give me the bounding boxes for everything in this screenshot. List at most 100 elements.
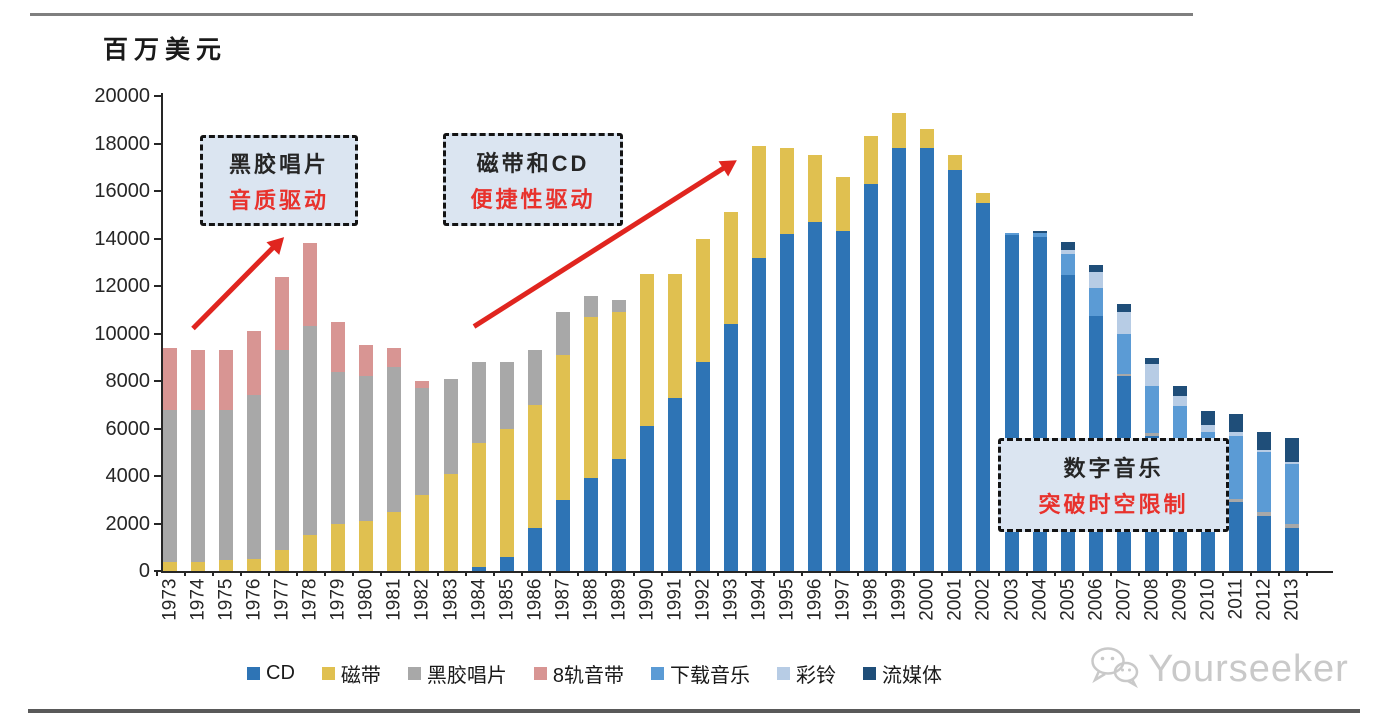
x-axis-tick (1278, 571, 1280, 576)
bar-segment-CD-1999 (892, 148, 907, 571)
y-axis-tick-label: 12000 (94, 275, 150, 297)
callout-vinyl-title: 黑胶唱片 (228, 151, 329, 177)
x-axis-tick (801, 571, 804, 576)
bar-segment-CD-1994 (752, 257, 767, 571)
x-axis-year-label: 2013 (1281, 578, 1303, 621)
y-axis-tick-label: 2000 (105, 512, 151, 535)
callout-cassette-cd-era: 磁带和CD 便捷性驱动 (443, 133, 623, 226)
bar-segment-CD-2002 (976, 202, 991, 571)
legend-label-流媒体: 流媒体 (882, 665, 943, 687)
top-divider (30, 13, 1193, 16)
x-axis-year-label: 2000 (916, 578, 938, 621)
x-axis-year-label: 2001 (944, 578, 966, 621)
bar-segment-下载音乐-2008 (1144, 385, 1159, 434)
x-axis-year-label: 1998 (860, 578, 882, 621)
y-axis-tick (154, 237, 162, 240)
x-axis-year-label: 2010 (1197, 578, 1219, 621)
bar-segment-下载音乐-2004 (1032, 232, 1047, 238)
bar-segment-彩铃-2007 (1116, 312, 1131, 334)
bar-segment-流媒体-2010 (1200, 410, 1215, 425)
x-axis-year-label: 1980 (355, 578, 377, 621)
bar-segment-CD-1988 (583, 478, 598, 571)
x-axis-year-label: 1982 (411, 578, 433, 621)
y-axis-tick (154, 380, 162, 382)
x-axis-tick (184, 571, 187, 576)
x-axis-tick (885, 571, 888, 576)
bar-segment-磁带-1992 (695, 238, 710, 362)
x-axis-year-label: 1978 (299, 578, 321, 621)
x-axis-tick (660, 571, 663, 576)
legend-swatch-黑胶唱片 (407, 667, 421, 680)
x-axis-year-label: 2005 (1057, 578, 1079, 621)
bar-segment-磁带-1975 (219, 560, 234, 571)
bar-segment-磁带-1974 (191, 561, 206, 571)
bar-segment-黑胶唱片-1986 (527, 350, 542, 405)
bar-segment-8轨音带-1980 (359, 345, 374, 377)
x-axis-tick (492, 571, 495, 576)
bar-segment-8轨音带-1982 (415, 381, 430, 389)
bar-segment-磁带-1994 (752, 145, 767, 258)
bar-segment-黑胶唱片-1980 (359, 376, 374, 522)
x-axis-tick (857, 571, 860, 576)
bar-segment-磁带-1995 (780, 148, 795, 234)
y-axis-tick-label: 0 (138, 560, 150, 582)
legend-label-下载音乐: 下载音乐 (670, 665, 751, 687)
x-axis-tick (1025, 571, 1028, 576)
bar-segment-磁带-1977 (275, 549, 290, 571)
x-axis-year-label: 1973 (159, 578, 181, 621)
x-axis-tick (576, 571, 579, 576)
x-axis-tick (717, 571, 719, 576)
y-axis-tick (154, 332, 162, 335)
x-axis-tick (548, 571, 551, 576)
x-axis-year-label: 2003 (1001, 578, 1022, 621)
bar-segment-黑胶唱片-1984 (471, 362, 486, 443)
x-axis-year-label: 2008 (1141, 578, 1163, 621)
x-axis-tick (604, 571, 607, 576)
bar-segment-磁带-1991 (667, 274, 682, 398)
bar-segment-CD-1997 (836, 231, 851, 571)
y-axis-tick-label: 10000 (94, 322, 150, 345)
x-axis-year-label: 2007 (1113, 578, 1135, 621)
bar-segment-彩铃-2012 (1256, 449, 1271, 453)
x-axis-year-label: 2012 (1253, 578, 1275, 621)
x-axis-tick (1221, 571, 1224, 576)
legend-item-8轨音带: 8轨音带 (533, 659, 625, 688)
legend-item-黑胶唱片: 黑胶唱片 (407, 659, 507, 688)
bar-segment-黑胶唱片-1974 (191, 409, 206, 562)
bar-segment-8轨音带-1977 (275, 276, 290, 351)
bar-segment-CD-1986 (527, 528, 542, 571)
bar-segment-流媒体-2008 (1144, 358, 1159, 365)
legend-swatch-磁带 (321, 667, 335, 680)
legend-label-8轨音带: 8轨音带 (552, 665, 625, 687)
x-axis-year-label: 1989 (608, 578, 630, 621)
x-axis-year-label: 2006 (1085, 578, 1107, 621)
y-axis-tick (154, 142, 162, 145)
legend-item-彩铃: 彩铃 (777, 659, 836, 688)
y-axis-tick-label: 4000 (105, 465, 151, 487)
legend-swatch-彩铃 (777, 667, 791, 680)
bottom-divider (28, 709, 1360, 713)
bar-segment-黑胶唱片-2012 (1256, 511, 1271, 517)
legend-swatch-CD (247, 667, 260, 680)
x-axis-tick (212, 571, 215, 576)
bar-segment-流媒体-2006 (1088, 264, 1103, 272)
x-axis-year-label: 1979 (327, 578, 349, 621)
x-axis-year-label: 1996 (804, 578, 826, 621)
callout-digital-era: 数字音乐 突破时空限制 (998, 438, 1229, 532)
bar-segment-CD-2000 (920, 148, 935, 571)
wechat-chat-bubbles-icon (1088, 644, 1140, 695)
x-axis-tick (296, 571, 299, 576)
bar-segment-8轨音带-1975 (219, 350, 234, 410)
x-axis-line (161, 571, 1333, 573)
x-axis-tick (464, 571, 467, 576)
bar-segment-CD-1987 (555, 499, 570, 571)
y-axis-tick (154, 190, 162, 192)
y-axis-tick-label: 14000 (94, 227, 150, 250)
x-axis-tick (268, 571, 271, 576)
x-axis-tick (1193, 571, 1196, 576)
x-axis-tick (240, 571, 243, 576)
callout-vinyl-era: 黑胶唱片 音质驱动 (200, 135, 358, 226)
bar-segment-下载音乐-2003 (1004, 232, 1019, 235)
bar-segment-黑胶唱片-1975 (219, 409, 234, 561)
